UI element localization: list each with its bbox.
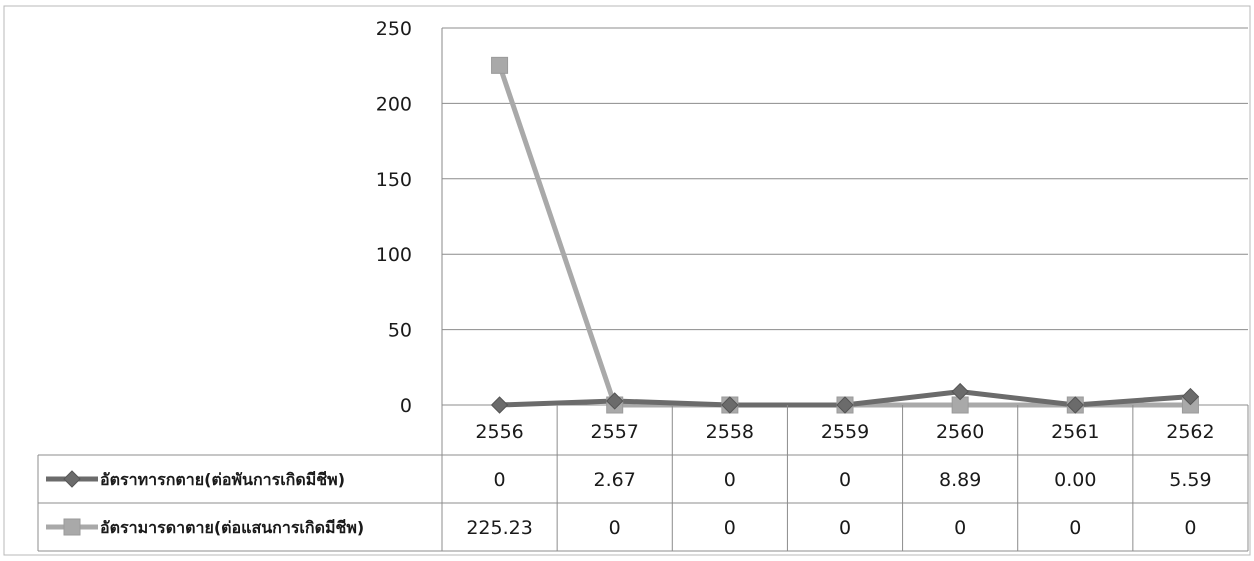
series-1-marker	[1066, 396, 1084, 414]
series-1-marker	[836, 396, 854, 414]
y-tick-label: 50	[388, 320, 412, 342]
chart-frame	[3, 5, 1251, 556]
series-1-marker	[1181, 387, 1200, 406]
series-2-marker	[491, 56, 509, 74]
series-1-marker	[490, 396, 509, 414]
y-tick-label: 150	[376, 169, 412, 191]
series-name-1: อัตราทารกตาย(ต่อพันการเกิดมีชีพ)	[100, 470, 345, 489]
x-tick-label: 2560	[936, 421, 984, 443]
x-tick-label: 2561	[1051, 421, 1099, 443]
y-tick-label: 100	[376, 244, 412, 266]
x-tick-label: 2559	[821, 421, 869, 443]
series-1-marker	[951, 382, 969, 401]
y-tick-label: 0	[400, 395, 412, 417]
y-tick-label: 200	[376, 93, 412, 115]
data-label-s1: 2.67	[594, 469, 636, 491]
series-1-marker	[606, 392, 624, 410]
data-label-s1: 5.59	[1169, 469, 1211, 491]
data-label-s2: 0	[839, 517, 851, 539]
x-tick-label: 2556	[475, 421, 523, 443]
data-label-s2: 0	[954, 517, 966, 539]
series-name-2: อัตรามารดาตาย(ต่อแสนการเกิดมีชีพ)	[100, 518, 364, 537]
data-label-s2: 0	[1184, 517, 1196, 539]
series-1-marker	[721, 396, 739, 414]
legend-key-square	[63, 518, 81, 536]
x-tick-label: 2558	[706, 421, 754, 443]
x-tick-label: 2557	[591, 421, 639, 443]
data-label-s1: 0	[839, 469, 851, 491]
data-label-s2: 0	[724, 517, 736, 539]
data-label-s1: 0.00	[1054, 469, 1096, 491]
y-tick-label: 250	[376, 18, 412, 40]
legend-key-diamond	[63, 470, 81, 488]
data-label-s2: 225.23	[466, 517, 532, 539]
data-label-s1: 0	[494, 469, 506, 491]
x-tick-label: 2562	[1166, 421, 1214, 443]
data-label-s1: 0	[724, 469, 736, 491]
data-label-s2: 0	[1069, 517, 1081, 539]
data-label-s2: 0	[609, 517, 621, 539]
data-label-s1: 8.89	[939, 469, 981, 491]
series-line-2	[497, 64, 1191, 408]
